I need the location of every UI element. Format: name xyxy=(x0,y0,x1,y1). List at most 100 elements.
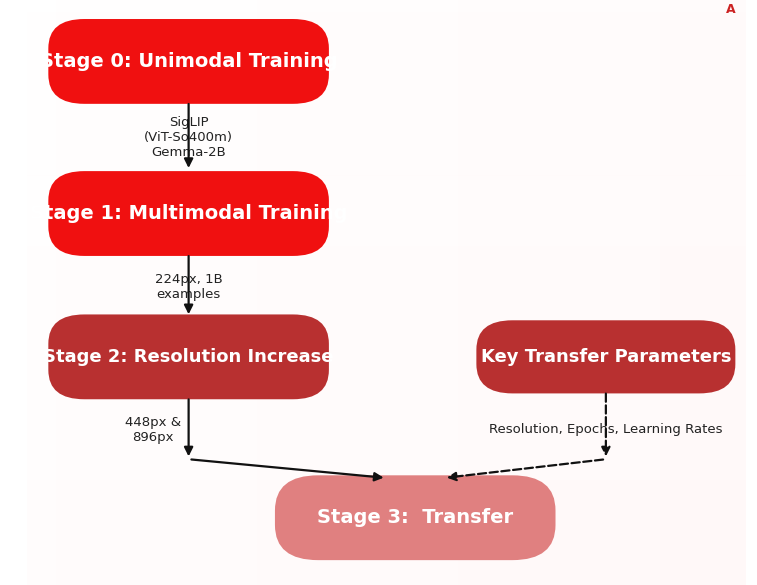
Bar xyxy=(387,0,401,585)
Bar xyxy=(314,0,329,585)
Bar xyxy=(26,386,746,398)
FancyBboxPatch shape xyxy=(476,320,735,393)
Bar xyxy=(228,0,242,585)
Bar xyxy=(26,421,746,433)
Bar xyxy=(559,0,574,585)
FancyBboxPatch shape xyxy=(48,171,329,256)
Bar xyxy=(646,0,660,585)
Bar xyxy=(271,0,285,585)
Bar xyxy=(26,468,746,480)
Bar xyxy=(26,140,746,152)
Bar xyxy=(488,0,502,585)
Bar xyxy=(603,0,617,585)
Bar xyxy=(26,246,746,257)
Bar xyxy=(26,176,746,187)
Bar xyxy=(26,117,746,129)
FancyBboxPatch shape xyxy=(48,315,329,399)
Bar xyxy=(26,316,746,328)
FancyBboxPatch shape xyxy=(48,19,329,104)
Bar xyxy=(26,480,746,491)
Text: Stage 2: Resolution Increase: Stage 2: Resolution Increase xyxy=(43,348,334,366)
Text: Stage 1: Multimodal Training: Stage 1: Multimodal Training xyxy=(30,204,347,223)
Bar xyxy=(26,47,746,59)
Bar xyxy=(26,363,746,374)
Bar xyxy=(502,0,516,585)
Bar xyxy=(545,0,559,585)
Bar xyxy=(26,105,746,117)
Bar xyxy=(329,0,343,585)
Bar xyxy=(26,199,746,211)
Bar xyxy=(26,0,746,12)
Bar xyxy=(516,0,531,585)
Bar xyxy=(26,550,746,562)
Bar xyxy=(127,0,142,585)
Bar xyxy=(26,12,746,23)
Bar xyxy=(26,292,746,304)
Bar xyxy=(26,211,746,222)
Bar xyxy=(70,0,84,585)
Bar xyxy=(26,94,746,105)
Bar xyxy=(26,398,746,409)
Bar xyxy=(26,562,746,573)
Bar xyxy=(674,0,689,585)
Bar xyxy=(430,0,444,585)
Bar xyxy=(444,0,459,585)
Bar xyxy=(26,573,746,585)
Bar xyxy=(26,234,746,246)
Bar xyxy=(732,0,746,585)
Bar xyxy=(26,70,746,82)
Bar xyxy=(689,0,703,585)
Bar xyxy=(357,0,372,585)
Bar xyxy=(26,515,746,526)
Bar xyxy=(26,328,746,339)
Bar xyxy=(26,281,746,292)
Bar xyxy=(142,0,156,585)
Bar xyxy=(84,0,98,585)
FancyBboxPatch shape xyxy=(275,475,556,560)
Bar xyxy=(26,526,746,538)
Bar xyxy=(343,0,357,585)
Bar xyxy=(26,410,746,421)
Bar xyxy=(242,0,257,585)
Bar xyxy=(26,187,746,199)
Bar xyxy=(213,0,228,585)
Bar xyxy=(26,58,746,70)
Bar xyxy=(26,503,746,515)
Bar xyxy=(26,538,746,550)
Bar xyxy=(26,152,746,164)
Bar xyxy=(26,351,746,363)
Bar xyxy=(26,491,746,503)
Bar xyxy=(26,269,746,281)
Bar xyxy=(300,0,314,585)
Bar xyxy=(26,433,746,445)
Bar xyxy=(574,0,588,585)
Text: A: A xyxy=(726,3,735,16)
Bar xyxy=(26,164,746,176)
Bar xyxy=(718,0,732,585)
Bar xyxy=(26,23,746,35)
Bar xyxy=(372,0,387,585)
Text: Stage 3:  Transfer: Stage 3: Transfer xyxy=(317,508,513,527)
Text: 448px &
896px: 448px & 896px xyxy=(125,416,181,444)
Bar xyxy=(26,129,746,140)
Bar xyxy=(26,0,41,585)
Bar xyxy=(416,0,430,585)
Bar xyxy=(401,0,416,585)
Bar xyxy=(26,339,746,351)
Bar xyxy=(26,445,746,456)
Bar xyxy=(531,0,545,585)
Text: 224px, 1B
examples: 224px, 1B examples xyxy=(154,273,223,301)
Bar xyxy=(185,0,199,585)
Bar xyxy=(285,0,300,585)
Bar xyxy=(170,0,185,585)
Bar xyxy=(26,82,746,94)
Text: SigLIP
(ViT-So400m)
Gemma-2B: SigLIP (ViT-So400m) Gemma-2B xyxy=(144,116,233,159)
Bar xyxy=(55,0,70,585)
Bar xyxy=(617,0,631,585)
Bar xyxy=(631,0,646,585)
Text: Stage 0: Unimodal Training: Stage 0: Unimodal Training xyxy=(40,52,338,71)
Bar xyxy=(156,0,170,585)
Bar xyxy=(199,0,213,585)
Bar xyxy=(26,456,746,468)
Bar xyxy=(26,304,746,316)
